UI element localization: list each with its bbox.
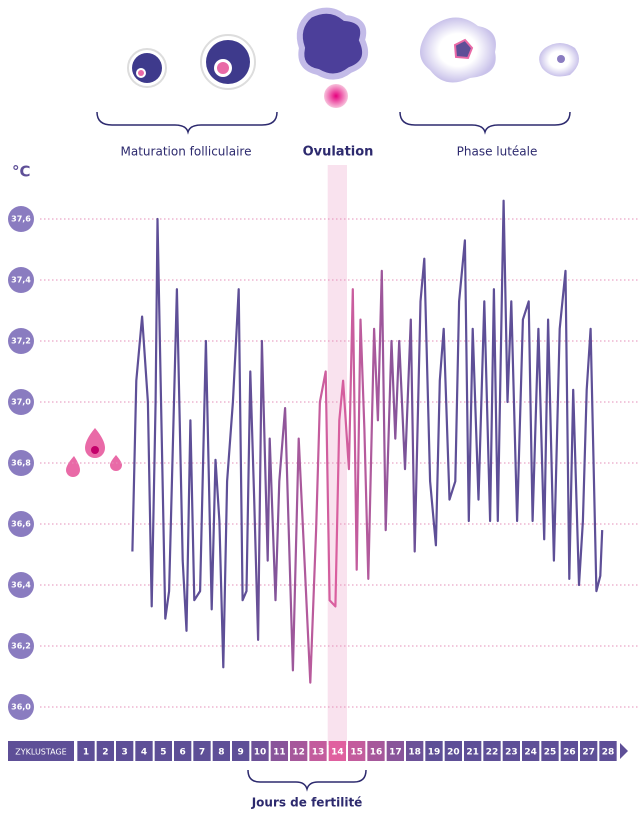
y-tick-label: 37,6: [11, 215, 31, 224]
x-tick-box: [154, 741, 172, 761]
x-tick-box: [174, 741, 192, 761]
x-tick-box: [232, 741, 250, 761]
y-tick-badge: [8, 450, 34, 476]
x-tick-box: [270, 741, 288, 761]
x-tick-label: 3: [122, 748, 128, 758]
x-tick-label: 4: [141, 748, 147, 758]
x-tick-label: 24: [524, 748, 537, 758]
x-tick-box: [328, 741, 346, 761]
x-tick-box: [309, 741, 327, 761]
x-tick-label: 5: [160, 748, 166, 758]
x-tick-box: [483, 741, 501, 761]
x-tick-box: [386, 741, 404, 761]
x-tick-label: 16: [370, 748, 383, 758]
x-tick-label: 7: [199, 748, 205, 758]
x-tick-box: [135, 741, 153, 761]
y-tick-label: 36,0: [11, 703, 31, 712]
x-tick-label: 19: [428, 748, 441, 758]
x-tick-label: 9: [238, 748, 244, 758]
x-tick-label: 1: [83, 748, 89, 758]
x-tick-label: 2: [102, 748, 108, 758]
fertile-label: Jours de fertilité: [251, 796, 363, 810]
y-tick-label: 37,0: [11, 398, 31, 407]
x-tick-box: [212, 741, 230, 761]
x-tick-label: 12: [292, 748, 305, 758]
x-tick-box: [580, 741, 598, 761]
x-tick-label: 13: [312, 748, 325, 758]
x-tick-label: 23: [505, 748, 518, 758]
x-tick-box: [425, 741, 443, 761]
x-tick-label: 15: [350, 748, 363, 758]
x-tick-box: [290, 741, 308, 761]
highlight-band: [327, 165, 347, 745]
x-tick-box: [560, 741, 578, 761]
x-tick-label: 27: [582, 748, 595, 758]
y-tick-label: 37,4: [11, 276, 31, 285]
x-tick-box: [406, 741, 424, 761]
x-tick-box: [77, 741, 95, 761]
y-tick-badge: [8, 572, 34, 598]
x-tick-label: 8: [218, 748, 224, 758]
x-tick-label: 26: [563, 748, 576, 758]
x-tick-label: 22: [486, 748, 499, 758]
x-tick-box: [251, 741, 269, 761]
y-tick-label: 36,4: [11, 581, 31, 590]
x-tick-label: 18: [408, 748, 421, 758]
y-tick-badge: [8, 511, 34, 537]
y-tick-badge: [8, 328, 34, 354]
x-tick-box: [96, 741, 114, 761]
x-axis-title-box: [8, 741, 74, 761]
illustrations: [66, 7, 579, 792]
x-axis-title: ZYKLUSTAGE: [15, 748, 66, 757]
temperature-line: [131, 199, 604, 684]
y-tick-badge: [8, 633, 34, 659]
x-tick-label: 20: [447, 748, 460, 758]
y-tick-badge: [8, 267, 34, 293]
y-axis-label: °C: [12, 163, 31, 181]
y-tick-badge: [8, 206, 34, 232]
x-tick-label: 10: [254, 748, 267, 758]
y-tick-label: 37,2: [11, 337, 31, 346]
x-tick-box: [367, 741, 385, 761]
phase-label: Maturation folliculaire: [121, 145, 252, 159]
x-tick-label: 14: [331, 748, 344, 758]
y-tick-badge: [8, 389, 34, 415]
phase-label: Phase lutéale: [457, 145, 538, 159]
y-tick-label: 36,2: [11, 642, 31, 651]
x-tick-box: [599, 741, 617, 761]
x-tick-box: [502, 741, 520, 761]
x-axis-arrow: [620, 743, 628, 759]
y-tick-label: 36,6: [11, 520, 31, 529]
x-tick-label: 11: [273, 748, 286, 758]
x-tick-label: 25: [544, 748, 557, 758]
x-tick-box: [193, 741, 211, 761]
x-tick-box: [522, 741, 540, 761]
x-tick-label: 28: [602, 748, 615, 758]
x-tick-label: 17: [389, 748, 402, 758]
x-tick-box: [541, 741, 559, 761]
x-tick-box: [348, 741, 366, 761]
x-tick-box: [444, 741, 462, 761]
y-tick-badge: [8, 694, 34, 720]
x-tick-label: 21: [466, 748, 479, 758]
y-tick-label: 36,8: [11, 459, 31, 468]
x-tick-label: 6: [180, 748, 186, 758]
phase-label: Ovulation: [303, 145, 374, 160]
x-tick-box: [464, 741, 482, 761]
x-tick-box: [116, 741, 134, 761]
